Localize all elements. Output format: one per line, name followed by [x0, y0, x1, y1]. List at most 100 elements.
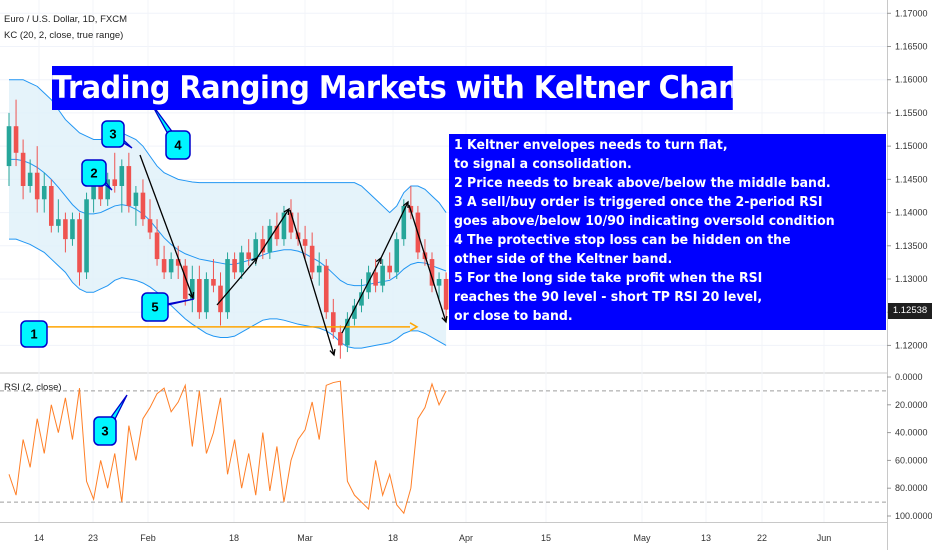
candle-body: [436, 279, 442, 286]
price-tick-label: 1.12000: [895, 340, 928, 350]
note-line-7: other side of the Keltner band.: [454, 251, 673, 267]
time-tick-label: 23: [88, 533, 98, 543]
candle-body: [77, 219, 82, 273]
callout-5-label: 5: [151, 300, 158, 315]
candle-body: [98, 186, 103, 200]
callout-4-box: [165, 130, 191, 160]
candle-body: [133, 192, 139, 206]
time-tick-label: 18: [388, 533, 398, 543]
swing-arrow-up-1: [216, 257, 258, 306]
callout-3: 3: [101, 120, 133, 149]
callout-rsi-3: 3: [93, 394, 128, 446]
candle-body: [331, 312, 336, 333]
note-line-1: 1 Keltner envelopes needs to turn flat,: [454, 137, 728, 153]
note-line-6: 4 The protective stop loss can be hidden…: [454, 232, 791, 248]
candle-body: [27, 172, 33, 186]
callout-2: 2: [81, 159, 113, 191]
symbol-header[interactable]: Euro / U.S. Dollar, 1D, FXCM: [4, 14, 128, 25]
last-price-badge: 1.12538: [888, 303, 932, 319]
note-line-8: 5 For the long side take profit when the…: [454, 270, 763, 286]
callout-3-label: 3: [109, 127, 116, 142]
candle-body: [56, 219, 61, 226]
callout-2-box: [81, 159, 107, 187]
support-level-arrowhead: [409, 322, 419, 332]
candle-body: [147, 219, 153, 233]
candle-body: [387, 265, 392, 273]
candle-body: [345, 318, 350, 346]
candle-body: [84, 199, 89, 273]
price-tick-label: 1.13500: [895, 241, 928, 251]
candle-body: [302, 239, 308, 246]
callout-4-label: 4: [174, 138, 182, 153]
candle-body: [13, 126, 19, 153]
time-tick-label: Jun: [817, 533, 832, 543]
note-line-5: goes above/below 10/90 indicating overso…: [454, 213, 835, 229]
callout-3-box: [101, 120, 125, 148]
swing-arrow-down-2: [289, 209, 335, 356]
price-tick-label: 1.16000: [895, 75, 928, 85]
candle-body: [211, 279, 216, 286]
rsi-tick-label: 60.0000: [895, 455, 928, 465]
time-tick-label: 22: [757, 533, 767, 543]
note-line-9: reaches the 90 level - short TP RSI 20 l…: [454, 289, 763, 305]
candle-body: [34, 172, 40, 200]
candle-body: [239, 252, 244, 273]
keltner-indicator-label[interactable]: KC (20, 2, close, true range): [4, 30, 124, 41]
candle-body: [140, 192, 146, 220]
rsi-indicator-label[interactable]: RSI (2, close): [4, 382, 62, 393]
candle-body: [225, 259, 230, 313]
note-line-10: or close to band.: [454, 308, 573, 324]
candle-body: [394, 239, 400, 273]
candle-body: [161, 259, 167, 273]
rsi-tick-label: 100.0000: [895, 511, 932, 521]
swing-arrow-up-2-head: [283, 207, 290, 216]
candle-body: [429, 259, 435, 286]
candle-body: [218, 285, 223, 313]
notes-box: 1 Keltner envelopes needs to turn flat, …: [449, 134, 886, 330]
note-line-2: to signal a consolidation.: [454, 156, 632, 172]
candle-body: [105, 179, 110, 200]
callout-5-box: [141, 292, 169, 322]
candle-body: [91, 186, 96, 200]
price-tick-label: 1.14000: [895, 208, 928, 218]
candle-body: [359, 292, 364, 306]
callout-rsi-3-box: [93, 416, 117, 446]
candle-body: [126, 166, 132, 206]
candle-body: [373, 272, 378, 286]
swing-arrow-down-1-head: [188, 291, 195, 300]
callout-rsi-3-label: 3: [101, 424, 108, 439]
time-tick-label: 15: [541, 533, 551, 543]
callout-1-box: [20, 320, 48, 348]
time-tick-label: 14: [34, 533, 44, 543]
swing-arrow-up-2: [256, 208, 290, 259]
swing-arrow-down-1: [139, 154, 194, 299]
rsi-tick-label: 40.0000: [895, 428, 928, 438]
candle-body: [352, 305, 357, 319]
time-tick-label: Mar: [297, 533, 313, 543]
callout-5: 5: [141, 292, 195, 322]
candle-body: [253, 239, 259, 260]
candle-body: [274, 225, 280, 240]
candle-body: [323, 265, 329, 313]
candle-body: [232, 259, 237, 273]
candle-body: [119, 166, 125, 186]
candle-body: [20, 152, 26, 186]
time-tick-label: Apr: [459, 533, 473, 543]
rsi-tick-label: 0.0000: [895, 372, 923, 382]
candle-body: [182, 265, 188, 299]
price-tick-label: 1.13000: [895, 274, 928, 284]
callout-1: 1: [20, 320, 48, 348]
note-line-4: 3 A sell/buy order is triggered once the…: [454, 194, 823, 210]
price-tick-label: 1.15500: [895, 108, 928, 118]
rsi-tick-label: 80.0000: [895, 483, 928, 493]
candle-body: [41, 186, 47, 200]
price-tick-label: 1.17000: [895, 8, 928, 18]
keltner-lower-band: [9, 238, 447, 349]
note-line-3: 2 Price needs to break above/below the m…: [454, 175, 831, 191]
candle-body: [380, 265, 385, 286]
time-tick-label: May: [633, 533, 651, 543]
price-tick-label: 1.14500: [895, 174, 928, 184]
rsi-line: [8, 380, 447, 515]
time-tick-label: 13: [701, 533, 711, 543]
candle-body: [401, 205, 407, 240]
